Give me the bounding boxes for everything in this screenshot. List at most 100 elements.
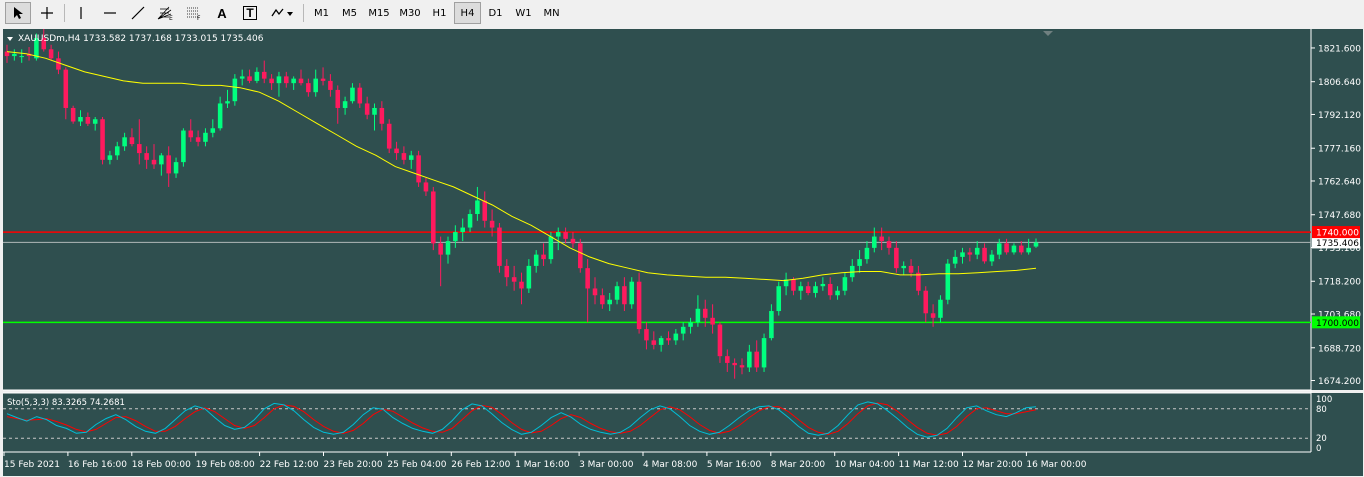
candle bbox=[328, 74, 333, 97]
candle-body bbox=[548, 236, 554, 260]
stochastic-plot-area[interactable] bbox=[3, 393, 1311, 452]
cursor-button[interactable] bbox=[5, 2, 31, 24]
timeframe-w1-button[interactable]: W1 bbox=[515, 7, 532, 19]
candle-body bbox=[791, 279, 796, 291]
time-tick-label: 25 Feb 04:00 bbox=[387, 460, 446, 470]
candle bbox=[467, 209, 473, 233]
candle-body bbox=[680, 326, 686, 334]
timeframe-m5-button[interactable]: M5 bbox=[342, 7, 357, 19]
stochastic-tick-label: 80 bbox=[1316, 405, 1327, 415]
timeframe-m1-button[interactable]: M1 bbox=[314, 7, 329, 19]
horizontal-line-button[interactable] bbox=[97, 2, 123, 24]
candle bbox=[908, 259, 914, 278]
candle-body bbox=[217, 103, 223, 129]
candle bbox=[989, 250, 995, 266]
candle bbox=[181, 128, 186, 167]
candle bbox=[864, 241, 870, 264]
candle bbox=[1019, 241, 1024, 255]
candle bbox=[173, 157, 179, 178]
candle bbox=[511, 265, 517, 291]
candle-body bbox=[901, 265, 906, 269]
timeframe-m15-button[interactable]: M15 bbox=[368, 7, 390, 19]
collapse-arrow-icon[interactable] bbox=[7, 37, 13, 41]
timeframe-m30-button[interactable]: M30 bbox=[399, 7, 421, 19]
candle bbox=[600, 288, 605, 309]
candle-body bbox=[372, 107, 377, 115]
candle-body bbox=[982, 247, 987, 262]
timeframe-h4-button[interactable]: H4 bbox=[454, 2, 481, 24]
vertical-line-button[interactable] bbox=[68, 2, 94, 24]
gann-fan-button[interactable]: E bbox=[153, 2, 179, 24]
candle bbox=[732, 358, 737, 379]
candle bbox=[401, 146, 407, 165]
stochastic-label: Sto(5,3,3) 83.3265 74.2681 bbox=[7, 398, 125, 408]
text-label-icon: T bbox=[243, 6, 257, 20]
candle-body bbox=[276, 76, 282, 84]
candle bbox=[791, 277, 796, 296]
shapes-dropdown-button[interactable] bbox=[266, 2, 298, 24]
candle-body bbox=[894, 247, 899, 269]
timeframe-h1-button[interactable]: H1 bbox=[432, 7, 447, 19]
candle bbox=[644, 322, 649, 350]
candle-body bbox=[159, 155, 164, 165]
candle-body bbox=[607, 299, 612, 305]
trendline-button[interactable] bbox=[125, 2, 151, 24]
candle bbox=[673, 329, 679, 345]
candle-body bbox=[1004, 243, 1009, 253]
candle-body bbox=[739, 365, 745, 368]
timeframe-mn-button[interactable]: MN bbox=[543, 7, 560, 19]
candle bbox=[702, 299, 708, 327]
candle bbox=[497, 223, 502, 273]
candle-body bbox=[386, 123, 392, 149]
text-button[interactable]: A bbox=[209, 2, 235, 24]
candle bbox=[254, 67, 260, 84]
candle bbox=[894, 241, 899, 273]
candle-body bbox=[717, 324, 723, 357]
crosshair-button[interactable] bbox=[34, 2, 60, 24]
candle-body bbox=[688, 322, 693, 327]
candle bbox=[92, 116, 98, 131]
candle bbox=[144, 146, 149, 169]
svg-text:F: F bbox=[197, 15, 201, 21]
candle-body bbox=[70, 107, 76, 122]
candle-body bbox=[820, 283, 826, 287]
candle bbox=[996, 238, 1002, 260]
price-tick-label: 1762.640 bbox=[1318, 177, 1361, 187]
stochastic-main-line bbox=[6, 401, 1037, 438]
stochastic-tick-label: 20 bbox=[1316, 434, 1327, 444]
candle bbox=[622, 277, 627, 312]
candle bbox=[769, 304, 774, 341]
candle bbox=[827, 277, 833, 300]
candle-body bbox=[173, 162, 179, 174]
candle bbox=[482, 191, 488, 228]
candle bbox=[813, 281, 818, 298]
candle bbox=[379, 101, 385, 131]
price-tick-label: 1688.720 bbox=[1318, 344, 1361, 354]
candle-body bbox=[600, 295, 605, 305]
candle bbox=[320, 67, 326, 86]
fibonacci-button[interactable]: F bbox=[181, 2, 207, 24]
candle-body bbox=[813, 286, 818, 293]
candle bbox=[776, 281, 782, 316]
candle bbox=[386, 119, 392, 154]
text-label-button[interactable]: T bbox=[237, 2, 263, 24]
candle-body bbox=[460, 227, 465, 233]
candle bbox=[754, 340, 759, 372]
main-plot-area[interactable] bbox=[3, 29, 1311, 390]
candle-body bbox=[908, 265, 914, 273]
level-price-tag bbox=[1312, 316, 1360, 329]
time-tick-label: 16 Feb 16:00 bbox=[68, 460, 127, 470]
candle bbox=[636, 272, 642, 334]
candle bbox=[100, 116, 105, 165]
candle bbox=[798, 281, 804, 300]
candle bbox=[526, 259, 532, 293]
candle-body bbox=[783, 279, 789, 287]
time-tick-label: 15 Feb 2021 bbox=[4, 460, 60, 470]
candle bbox=[555, 227, 561, 251]
horizontal-line-icon bbox=[104, 12, 116, 14]
candle-body bbox=[408, 155, 414, 160]
timeframe-d1-button[interactable]: D1 bbox=[488, 7, 503, 19]
candle bbox=[930, 304, 936, 327]
candle-body bbox=[754, 351, 759, 368]
chart-shift-marker[interactable] bbox=[1043, 31, 1053, 36]
